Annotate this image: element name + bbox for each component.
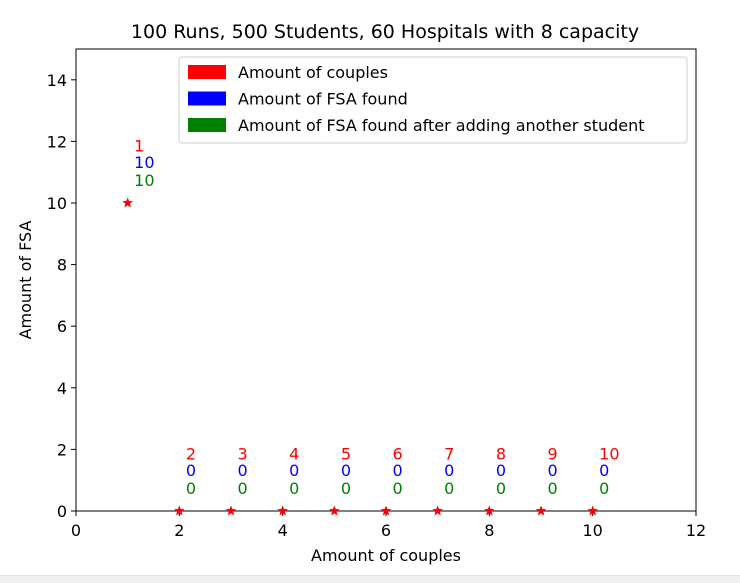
data-point xyxy=(225,505,237,516)
annotation-couples: 9 xyxy=(548,445,558,464)
legend-label: Amount of FSA found xyxy=(238,90,408,109)
annotation-fsa-after: 0 xyxy=(238,479,248,498)
annotation-fsa: 0 xyxy=(289,461,299,480)
data-point xyxy=(587,505,598,516)
x-tick-label: 4 xyxy=(278,521,288,540)
data-point xyxy=(484,505,495,516)
x-tick-label: 8 xyxy=(484,521,494,540)
data-point xyxy=(277,505,288,516)
y-tick-label: 10 xyxy=(47,194,67,213)
annotation-fsa-after: 0 xyxy=(186,479,196,498)
x-tick-label: 10 xyxy=(582,521,602,540)
annotation-fsa-after: 0 xyxy=(548,479,558,498)
annotation-fsa: 0 xyxy=(238,461,248,480)
legend-box xyxy=(178,56,688,144)
y-tick-label: 0 xyxy=(57,502,67,521)
legend-swatch xyxy=(188,118,226,132)
data-points xyxy=(122,197,598,516)
annotation-fsa: 0 xyxy=(186,461,196,480)
legend-label: Amount of FSA found after adding another… xyxy=(238,116,645,135)
x-axis-label: Amount of couples xyxy=(311,546,461,565)
data-point xyxy=(380,505,392,516)
annotation-couples: 10 xyxy=(599,445,619,464)
legend: Amount of couples Amount of FSA found Amou… xyxy=(178,56,688,144)
y-tick-label: 4 xyxy=(57,379,67,398)
annotation-couples: 7 xyxy=(444,445,454,464)
annotation-fsa-after: 0 xyxy=(289,479,299,498)
annotation-fsa: 0 xyxy=(341,461,351,480)
x-tick-label: 12 xyxy=(686,521,706,540)
x-tick-label: 2 xyxy=(174,521,184,540)
annotation-couples: 5 xyxy=(341,445,351,464)
data-point xyxy=(535,505,547,516)
annotation-fsa: 0 xyxy=(444,461,454,480)
annotation-fsa: 0 xyxy=(599,461,609,480)
x-axis: 0 2 4 6 8 10 12 xyxy=(71,511,706,540)
data-point xyxy=(432,505,443,516)
legend-swatch xyxy=(188,65,226,79)
annotation-couples: 4 xyxy=(289,445,299,464)
annotation-fsa-after: 0 xyxy=(341,479,351,498)
annotation-couples: 3 xyxy=(238,445,248,464)
annotation-fsa: 10 xyxy=(134,153,154,172)
annotation-couples: 2 xyxy=(186,445,196,464)
y-tick-label: 12 xyxy=(47,132,67,151)
annotation-fsa-after: 0 xyxy=(444,479,454,498)
data-point xyxy=(174,505,185,516)
annotation-fsa-after: 0 xyxy=(393,479,403,498)
data-point xyxy=(122,197,133,208)
x-tick-label: 0 xyxy=(71,521,81,540)
chart-title: 100 Runs, 500 Students, 60 Hospitals wit… xyxy=(131,21,639,43)
data-point xyxy=(329,505,340,516)
y-axis: 0 2 4 6 8 10 12 14 xyxy=(47,71,76,521)
annotation-fsa: 0 xyxy=(548,461,558,480)
annotation-fsa-after: 10 xyxy=(134,171,154,190)
annotation-fsa: 0 xyxy=(496,461,506,480)
annotation-fsa: 0 xyxy=(393,461,403,480)
legend-label: Amount of couples xyxy=(238,63,388,82)
annotation-couples: 6 xyxy=(393,445,403,464)
y-tick-label: 2 xyxy=(57,440,67,459)
y-tick-label: 8 xyxy=(57,256,67,275)
y-axis-label: Amount of FSA xyxy=(16,221,35,340)
annotation-fsa-after: 0 xyxy=(599,479,609,498)
annotation-fsa-after: 0 xyxy=(496,479,506,498)
legend-swatch xyxy=(188,91,226,106)
annotation-couples: 1 xyxy=(134,137,144,156)
y-tick-label: 14 xyxy=(47,71,67,90)
x-tick-label: 6 xyxy=(381,521,391,540)
y-tick-label: 6 xyxy=(57,317,67,336)
annotation-couples: 8 xyxy=(496,445,506,464)
window-bottom-strip xyxy=(0,575,740,583)
